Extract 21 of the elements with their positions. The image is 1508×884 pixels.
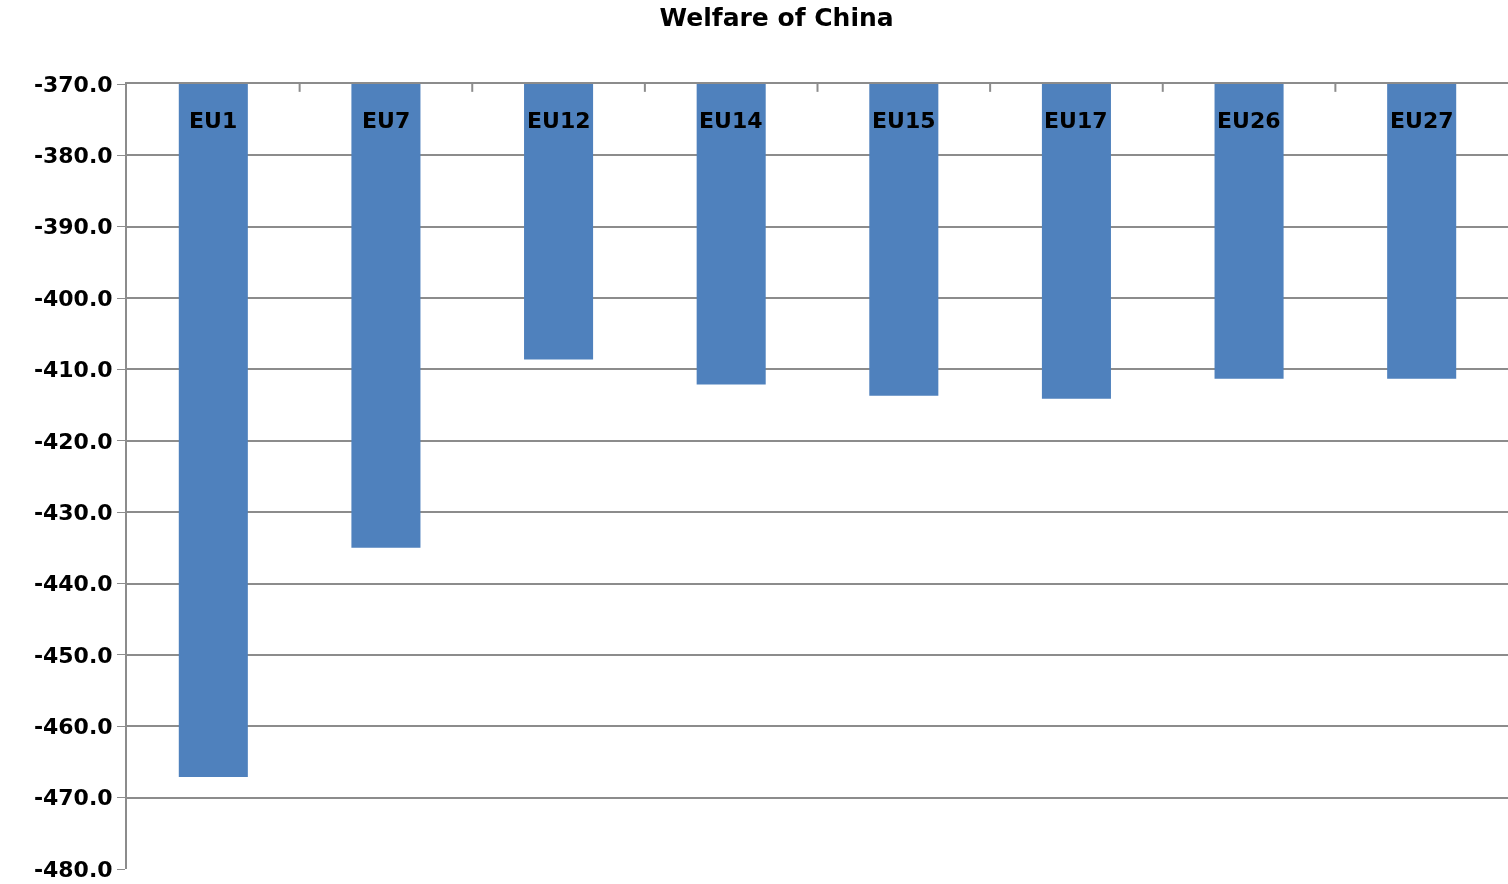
x-tick-label: EU14 [699,108,763,133]
x-tick-label: EU17 [1044,108,1108,133]
chart-title: Welfare of China [659,3,894,33]
x-tick-label: EU12 [527,108,591,133]
y-tick-label: -400.0 [33,285,113,311]
y-tick-label: -380.0 [33,143,113,169]
y-tick-label: -470.0 [33,785,113,811]
y-tick-label: -430.0 [33,499,113,525]
x-tick-label: EU15 [872,108,936,133]
y-tick-label: -480.0 [33,856,113,882]
y-tick-label: -420.0 [33,428,113,454]
y-tick-label: -370.0 [33,71,113,97]
y-tick-label: -460.0 [33,713,113,739]
y-tick-label: -390.0 [33,214,113,240]
x-tick-label: EU1 [189,108,238,133]
y-tick-label: -450.0 [33,642,113,668]
y-tick-label: -440.0 [33,571,113,597]
y-tick-label: -410.0 [33,357,113,383]
x-tick-label: EU27 [1390,108,1454,133]
x-tick-label: EU7 [362,108,411,133]
x-tick-label: EU26 [1217,108,1281,133]
